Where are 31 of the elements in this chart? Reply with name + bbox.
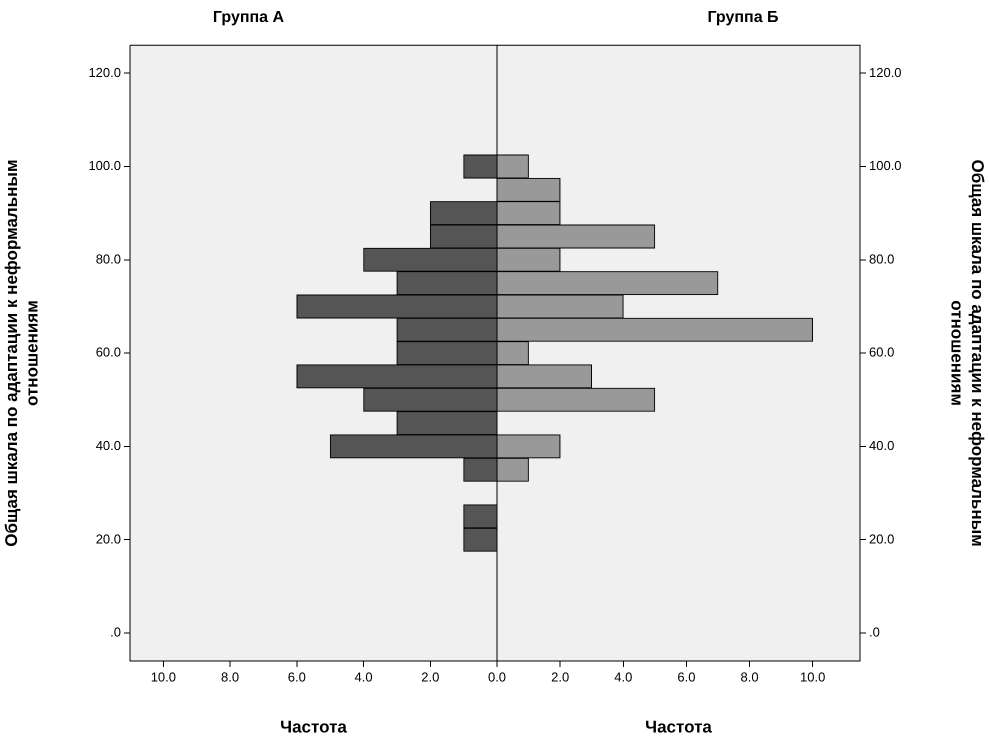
y-tick-label: 80.0	[869, 251, 894, 266]
x-tick-label: 4.0	[354, 669, 373, 684]
x-axis-title: Частота	[280, 717, 348, 736]
x-tick-label: 6.0	[288, 669, 306, 684]
y-tick-label: 60.0	[96, 344, 121, 360]
y-tick-label: 80.0	[96, 251, 121, 266]
x-tick-label: 2.0	[551, 669, 570, 684]
x-axis-title: Частота	[645, 717, 712, 736]
y-tick-label: .0	[110, 624, 121, 640]
x-tick-label: 6.0	[677, 669, 696, 684]
y-tick-label: 20.0	[96, 531, 121, 546]
y-tick-label: 120.0	[88, 64, 121, 80]
chart-title: Группа Б	[707, 9, 779, 26]
y-axis-title: Общая шкала по адаптации к неформальным отношениям	[948, 159, 988, 547]
y-tick-label: 20.0	[869, 531, 894, 546]
y-tick-label: 40.0	[869, 438, 894, 453]
y-tick-label: 40.0	[96, 438, 121, 453]
x-tick-label: 0.0	[488, 669, 506, 684]
x-tick-label: 8.0	[221, 669, 240, 684]
y-tick-label: .0	[869, 624, 880, 640]
x-tick-label: 10.0	[800, 669, 826, 684]
x-tick-label: 2.0	[421, 669, 440, 684]
x-tick-label: 10.0	[150, 669, 176, 684]
x-tick-label: 4.0	[614, 669, 632, 684]
y-tick-label: 60.0	[869, 344, 894, 360]
y-tick-label: 120.0	[869, 64, 902, 80]
y-axis-title: Общая шкала по адаптации к неформальным отношениям	[2, 159, 42, 547]
chart-title: Группа А	[212, 9, 285, 26]
x-tick-label: 8.0	[740, 669, 759, 684]
y-tick-label: 100.0	[88, 158, 121, 174]
y-tick-label: 100.0	[869, 158, 902, 174]
